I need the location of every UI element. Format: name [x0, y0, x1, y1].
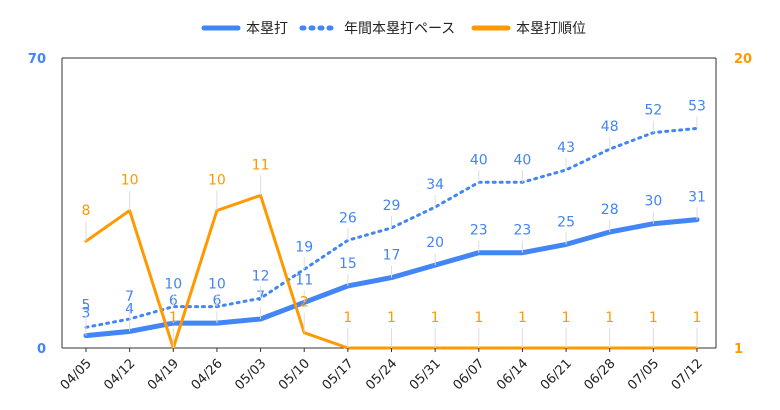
data-label: 25	[557, 214, 575, 230]
data-label: 2	[300, 295, 309, 311]
data-label: 1	[562, 310, 571, 326]
data-label: 15	[339, 256, 357, 272]
data-label: 11	[295, 272, 313, 288]
data-label: 40	[470, 152, 488, 168]
data-label: 20	[426, 235, 444, 251]
data-label: 10	[208, 277, 226, 293]
data-label: 1	[605, 310, 614, 326]
data-label: 30	[644, 194, 662, 210]
data-label: 1	[169, 310, 178, 326]
legend-label-0: 本塁打	[246, 20, 288, 37]
data-label: 7	[125, 289, 134, 305]
data-label: 11	[252, 157, 270, 173]
data-label: 1	[343, 310, 352, 326]
x-tick-label: 04/05	[58, 356, 95, 393]
x-tick-label: 04/19	[145, 356, 182, 393]
x-tick-label: 06/07	[451, 356, 488, 393]
left-axis-tick-min: 0	[37, 342, 46, 357]
right-axis-tick-min: 1	[734, 342, 743, 357]
data-label: 5	[82, 297, 91, 313]
x-tick-label: 05/24	[363, 356, 400, 393]
data-label: 17	[383, 248, 401, 264]
data-label: 10	[208, 173, 226, 189]
data-label: 1	[649, 310, 658, 326]
data-label: 10	[121, 173, 139, 189]
x-tick-label: 05/17	[320, 356, 357, 393]
data-label: 12	[252, 268, 270, 284]
x-tick-label: 05/10	[276, 356, 313, 393]
data-label: 26	[339, 210, 357, 226]
x-tick-label: 05/03	[232, 356, 269, 393]
data-label: 8	[82, 203, 91, 219]
data-label: 48	[601, 119, 619, 135]
left-axis-tick-max: 70	[28, 52, 46, 67]
data-label: 31	[688, 190, 706, 206]
x-tick-label: 05/31	[407, 356, 444, 393]
data-label: 28	[601, 202, 619, 218]
data-label: 1	[431, 310, 440, 326]
data-label: 1	[387, 310, 396, 326]
x-tick-label: 04/26	[189, 356, 226, 393]
legend-label-2: 本塁打順位	[516, 20, 586, 37]
x-tick-label: 04/12	[101, 356, 138, 393]
right-axis-tick-max: 20	[734, 52, 752, 67]
x-tick-label: 07/05	[625, 356, 662, 393]
x-tick-label: 06/28	[581, 356, 618, 393]
series-line-0	[83, 217, 700, 339]
x-tick-label: 06/14	[494, 356, 531, 393]
data-label: 3	[82, 306, 91, 322]
data-label: 29	[383, 198, 401, 214]
x-tick-label: 07/12	[669, 356, 706, 393]
data-label: 53	[688, 98, 706, 114]
legend: 本塁打 年間本塁打ペース 本塁打順位	[201, 20, 586, 37]
data-label: 10	[164, 277, 182, 293]
data-label: 1	[474, 310, 483, 326]
data-label: 40	[514, 152, 532, 168]
data-label: 1	[518, 310, 527, 326]
data-label: 19	[295, 239, 313, 255]
data-label: 1	[693, 310, 702, 326]
legend-label-1: 年間本塁打ペース	[344, 20, 455, 37]
data-label: 43	[557, 140, 575, 156]
data-label: 34	[426, 177, 444, 193]
data-label: 23	[514, 223, 532, 239]
data-label: 52	[644, 103, 662, 119]
x-tick-label: 06/21	[538, 356, 575, 393]
x-axis-ticks: 04/05 04/12 04/19 04/26 05/03 05/10 05/17 05/24…	[58, 348, 706, 393]
data-label: 23	[470, 223, 488, 239]
